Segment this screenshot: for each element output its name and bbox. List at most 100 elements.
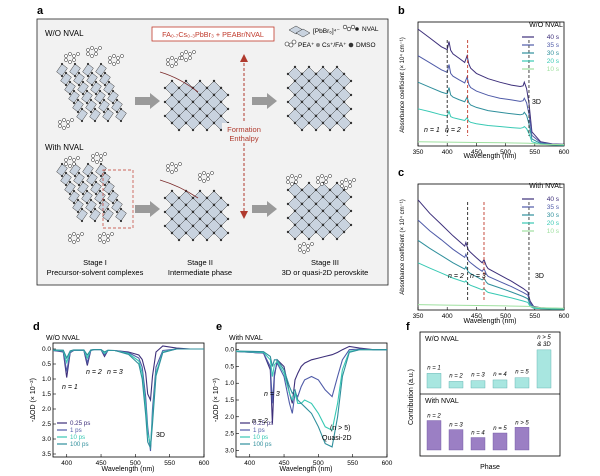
series-line [417, 219, 564, 310]
highlight-box [102, 169, 134, 229]
pea-molecule-icon [340, 178, 356, 190]
formation-label-bg [222, 123, 266, 143]
octahedron-icon [286, 223, 304, 241]
octahedron-icon [212, 224, 230, 242]
panel-f-xlabel: Phase [480, 464, 500, 471]
row-top-label: W/O NVAL [45, 29, 84, 38]
pea-molecule-icon [198, 171, 214, 183]
panel-b-letter: b [398, 5, 405, 17]
y-tick-label: 0.0 [42, 346, 51, 353]
legend-label: 40 s [547, 196, 560, 203]
legend-label: 40 s [547, 34, 560, 41]
panel-d-annot-3d: 3D [156, 432, 165, 439]
pea-molecule-icon [64, 156, 80, 168]
pea-molecule-icon [91, 152, 107, 164]
formula-box [151, 26, 275, 42]
octahedra-chain [95, 62, 127, 123]
panel-d-annot-n1: n = 1 [62, 384, 78, 391]
pea-molecule-icon [64, 52, 80, 64]
bar-label: n = 3 [449, 423, 463, 429]
pea-molecule-icon [108, 54, 124, 66]
y-tick-label: 2.0 [225, 414, 234, 421]
octahedra-chain [82, 62, 114, 123]
panel-c-annot-n3: n = 3 [470, 273, 486, 280]
series-line [417, 55, 565, 146]
panel-f-letter: f [406, 321, 410, 333]
bar [492, 432, 508, 451]
bar-label: n = 5 [493, 426, 507, 432]
legend-label: 1 ps [70, 427, 82, 434]
panel-b-xlabel: Wavelength (nm) [463, 153, 516, 160]
stage3-subtitle: 3D or quasi-2D perovskite [282, 268, 369, 277]
y-tick-label: 2.0 [42, 406, 51, 413]
octahedron-legend-icon [288, 25, 311, 38]
legend-label: 20 s [547, 58, 560, 65]
pea-molecule-icon [298, 242, 314, 254]
panel-e-annot-n2: n = 2 [252, 418, 268, 425]
stage2-subtitle: Intermediate phase [168, 268, 232, 277]
stage3-top-illustration [286, 65, 353, 132]
y-tick-label: 2.5 [42, 421, 51, 428]
bar-label: n > 5 [515, 420, 529, 426]
y-tick-label: 3.0 [225, 447, 234, 454]
series-line [417, 141, 565, 146]
panel-e-letter: e [216, 321, 222, 333]
bar [492, 379, 508, 389]
formation-enthalpy-arrow [240, 54, 248, 219]
x-tick-label: 550 [164, 460, 175, 467]
formation-label-line1: Formation [227, 125, 261, 134]
octahedra-chain [95, 162, 127, 223]
panel-b-legend: 40 s35 s30 s20 s10 s [522, 34, 560, 73]
panel-b-annot-n1: n = 1 [424, 127, 440, 134]
stage2-title: Stage II [187, 258, 213, 267]
legend-label: 20 s [547, 220, 560, 227]
legend-csfa-label: Cs⁺/FA⁺ [322, 42, 347, 49]
series-line [417, 81, 565, 146]
panel-d: d W/O NVAL -ΔOD (× 10⁻²) Wavelength (nm)… [30, 321, 210, 473]
x-tick-label: 600 [199, 460, 210, 467]
y-tick-label: 0.5 [225, 363, 234, 370]
panel-d-title: W/O NVAL [46, 335, 80, 342]
panel-f-ylabel: Contribution (a.u.) [408, 369, 415, 425]
y-tick-label: 1.0 [225, 380, 234, 387]
y-tick-label: 3.5 [42, 451, 51, 458]
pea-molecule-icon [316, 174, 332, 186]
x-tick-label: 350 [413, 149, 424, 156]
panel-e-annot-quasi: Quasi-2D [322, 435, 352, 442]
series-line [417, 28, 565, 145]
legend-label: 100 ps [253, 441, 272, 448]
x-tick-label: 550 [347, 460, 358, 467]
bar [426, 373, 442, 389]
x-tick-label: 450 [96, 460, 107, 467]
panel-b-plot: 350 400 450 500 550 600 [413, 21, 570, 156]
panel-c: c Absorbance coefficient (× 10⁴ cm⁻¹) Wa… [398, 167, 570, 325]
stage1-top-illustration [56, 46, 127, 130]
arrow-right-icon [135, 93, 160, 109]
pea-molecule-icon [180, 50, 196, 62]
octahedra-chain [69, 62, 101, 123]
legend-label: 30 s [547, 50, 560, 57]
bar [426, 420, 442, 451]
bar [514, 427, 530, 451]
panel-c-annot-n2: n = 2 [448, 273, 464, 280]
octahedron-icon [184, 224, 202, 242]
process-arrows [135, 93, 277, 217]
arrow-right-icon [252, 201, 277, 217]
stage3-bottom-illustration [286, 174, 356, 254]
octahedron-icon [307, 114, 325, 132]
panel-d-xlabel: Wavelength (nm) [101, 466, 154, 473]
y-tick-label: 2.5 [225, 431, 234, 438]
formula-text: FA₀.₇Cs₀.₃PbBr₃ + PEABr/NVAL [162, 30, 264, 39]
x-tick-label: 450 [471, 313, 482, 320]
legend-label: 100 ps [70, 441, 89, 448]
octahedron-icon [198, 114, 216, 132]
x-tick-label: 450 [279, 460, 290, 467]
curved-arrow [159, 71, 199, 93]
pea-molecule-icon [98, 232, 114, 244]
panel-e-annot-ngt5: (n > 5) [330, 425, 350, 432]
legend-label: 35 s [547, 42, 560, 49]
pea-molecule-icon [68, 232, 84, 244]
